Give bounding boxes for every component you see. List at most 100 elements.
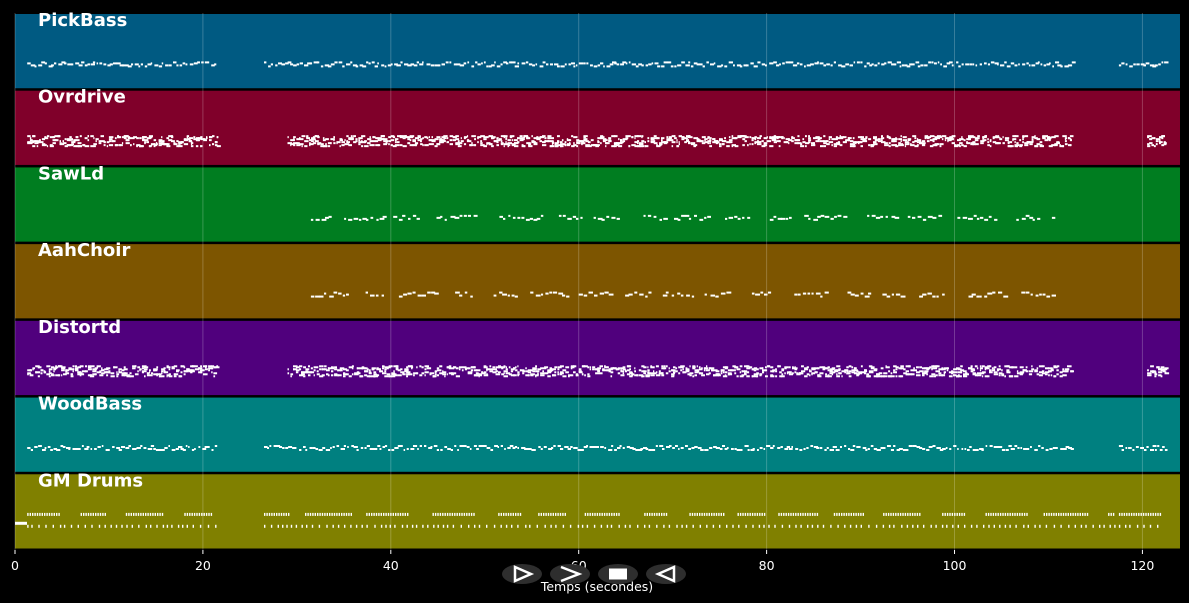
note-cluster — [27, 61, 1169, 68]
midi-note — [936, 143, 940, 146]
midi-note — [570, 374, 574, 377]
midi-note — [929, 375, 934, 378]
midi-note — [341, 144, 345, 147]
drum-hit — [550, 512, 552, 516]
midi-note — [665, 291, 669, 294]
midi-note — [826, 140, 829, 143]
midi-note — [767, 291, 772, 294]
midi-note — [653, 215, 657, 218]
midi-note — [505, 372, 511, 375]
midi-note — [84, 64, 88, 67]
midi-note — [613, 135, 618, 138]
midi-note — [898, 367, 902, 370]
midi-note — [850, 449, 855, 451]
midi-note — [388, 365, 392, 368]
stop-button[interactable] — [598, 564, 638, 584]
drum-hit — [131, 524, 133, 528]
drum-hit — [140, 512, 142, 516]
midi-note — [949, 448, 952, 450]
midi-note — [565, 371, 569, 374]
midi-note — [153, 139, 157, 142]
midi-note — [622, 366, 626, 369]
midi-note — [388, 136, 392, 139]
midi-note — [59, 142, 62, 145]
midi-note — [613, 143, 617, 146]
drum-hit — [763, 524, 765, 528]
midi-note — [706, 449, 709, 451]
midi-note — [175, 448, 179, 450]
midi-note — [514, 142, 519, 145]
midi-note — [991, 369, 996, 372]
midi-note — [1064, 370, 1068, 373]
rewind-button[interactable] — [502, 564, 542, 584]
midi-note — [868, 365, 873, 368]
midi-note — [538, 446, 541, 448]
midi-note — [27, 62, 31, 65]
midi-note — [469, 448, 472, 450]
midi-note — [473, 366, 476, 369]
track-row[interactable] — [15, 320, 1180, 396]
midi-note — [287, 372, 290, 375]
midi-note — [404, 135, 407, 138]
drum-hit — [745, 524, 747, 528]
midi-note — [823, 140, 828, 143]
midi-note — [895, 368, 898, 371]
track-row[interactable] — [15, 244, 1180, 319]
midi-note — [186, 368, 190, 371]
midi-note — [1026, 62, 1029, 65]
midi-note — [351, 445, 354, 447]
midi-note — [752, 448, 755, 450]
midi-note — [417, 139, 421, 142]
drum-hit — [1140, 512, 1142, 516]
track-row[interactable] — [15, 90, 1180, 165]
drum-hit — [1009, 512, 1011, 516]
midi-note — [910, 373, 914, 376]
midi-note — [604, 291, 609, 294]
midi-note — [662, 448, 665, 450]
midi-note — [915, 61, 920, 64]
midi-note — [693, 62, 698, 65]
drum-hit — [841, 512, 843, 516]
track-row[interactable] — [15, 14, 1180, 89]
drum-hit — [1084, 512, 1086, 516]
midi-note — [951, 138, 954, 141]
midi-note — [330, 447, 332, 449]
midi-note — [64, 145, 68, 148]
midi-note — [320, 145, 324, 148]
midi-note — [168, 368, 171, 371]
drum-hit — [564, 512, 566, 516]
midi-note — [1022, 138, 1024, 141]
midi-note — [542, 61, 546, 64]
track-row[interactable] — [15, 397, 1180, 472]
midi-note — [40, 372, 43, 375]
midi-note — [704, 216, 707, 219]
midi-note — [645, 374, 650, 377]
play-button[interactable] — [550, 564, 590, 584]
midi-note — [932, 216, 937, 219]
midi-note — [562, 369, 567, 372]
midi-note — [963, 375, 968, 378]
midi-note — [807, 292, 811, 295]
midi-note — [1020, 447, 1023, 449]
midi-note — [997, 142, 1001, 145]
midi-note — [824, 449, 827, 451]
x-tick-label: 20 — [195, 558, 211, 573]
drum-hit — [1007, 512, 1009, 516]
midi-note — [444, 375, 446, 378]
drum-hit — [557, 512, 559, 516]
midi-note — [489, 368, 493, 371]
midi-note — [794, 368, 798, 371]
midi-note — [739, 371, 742, 374]
midi-note — [688, 135, 691, 138]
track-row[interactable] — [15, 167, 1180, 242]
track-row[interactable] — [15, 474, 1180, 549]
midi-note — [366, 368, 369, 371]
forward-button[interactable] — [646, 564, 686, 584]
midi-note — [402, 145, 407, 148]
midi-note — [1164, 449, 1168, 451]
midi-note — [168, 145, 171, 148]
midi-note — [996, 446, 1001, 448]
drum-hit — [685, 524, 688, 528]
midi-note — [370, 294, 375, 297]
